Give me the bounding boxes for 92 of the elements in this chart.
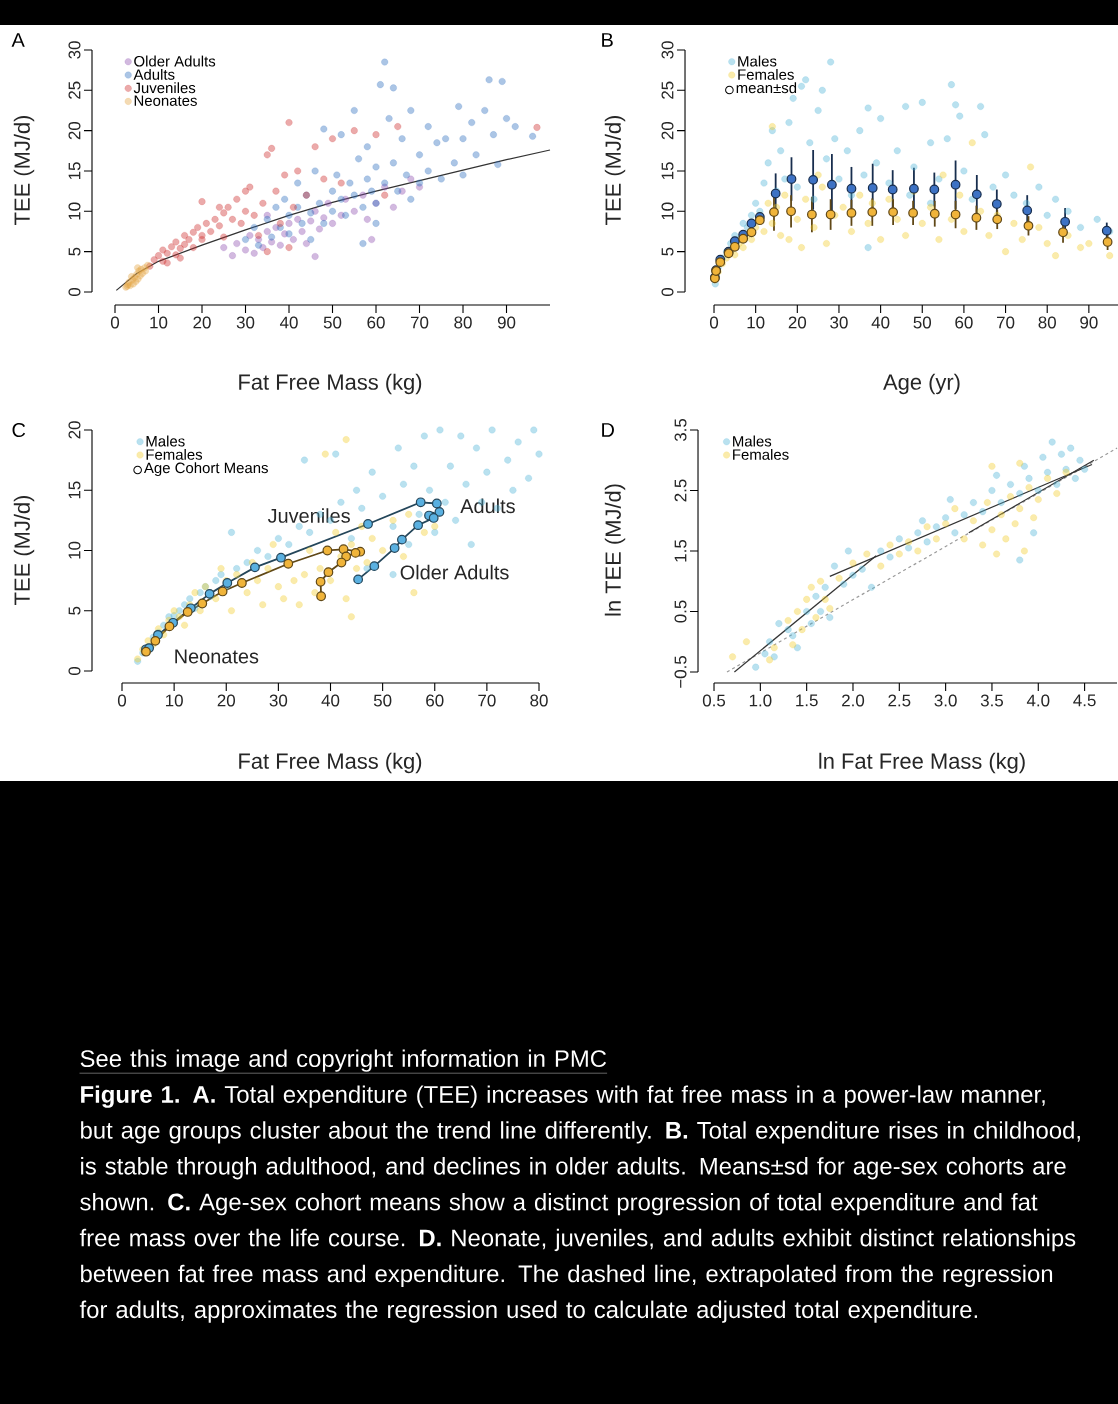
x-tick-label: 40 — [871, 316, 890, 329]
annotation: Adults — [460, 498, 515, 514]
x-tick-label: 0 — [117, 694, 127, 707]
y-tick-label: 3.5 — [674, 418, 687, 442]
x-tick-label: 70 — [410, 316, 429, 329]
x-tick-label: 80 — [454, 316, 472, 329]
y-tick-label: 0 — [68, 287, 81, 297]
x-tick-label: 30 — [236, 316, 255, 329]
y-axis-title: TEE (MJ/d) — [13, 495, 35, 605]
x-tick-label: 60 — [367, 316, 385, 329]
x-tick-label: 50 — [323, 316, 342, 329]
y-tick-label: 15 — [68, 162, 81, 180]
x-tick-label: 40 — [321, 694, 340, 707]
y-tick-label: 5 — [68, 247, 81, 256]
text: Figure 1. A. Total expenditure (TEE) increases with fat free mass in a power-law manner, but age groups cluster about the trend line differently. B. Total expenditure rises in childhood, is stable through adulthood, and declines in older adults. Means±sd for age-sex cohorts are shown. C. Age-sex cohort means show a distinct progression of total expenditure and fat free mass over the life course. D. Neonate, juveniles, and adults exhibit distinct relationships between fat free mass and expenditure. The dashed line, extrapolated from the regression for adults, approximates the regression used to calculate adjusted total expenditure. — [79, 1085, 1080, 1323]
y-axis-title: TEE (MJ/d) — [604, 115, 626, 225]
y-tick-label: 15 — [68, 481, 81, 499]
y-tick-label: 20 — [68, 121, 81, 140]
legend-label: Adults — [133, 68, 175, 80]
annotation: Age Cohort Means — [143, 462, 268, 477]
y-tick-label: 0.5 — [674, 600, 687, 623]
legend-label: Males — [738, 55, 777, 67]
x-axis-title: Fat Free Mass (kg) — [239, 752, 422, 774]
y-tick-label: 30 — [68, 41, 81, 59]
legend-label: Males — [733, 435, 772, 447]
x-tick-label: 10 — [150, 316, 168, 329]
x-tick-label: 10 — [166, 694, 183, 707]
x-tick-label: 20 — [217, 694, 236, 707]
legend-label: Females — [733, 448, 789, 460]
x-tick-label: 30 — [830, 316, 848, 329]
chart-title: B — [602, 33, 613, 47]
y-tick-label: 30 — [661, 41, 674, 59]
x-tick-label: 80 — [1038, 316, 1056, 329]
x-axis-title: Fat Free Mass (kg) — [239, 373, 422, 395]
x-tick-label: 1.5 — [796, 694, 818, 707]
y-tick-label: 0 — [68, 666, 81, 676]
x-tick-label: 40 — [279, 316, 298, 329]
annotation: mean±sd — [736, 82, 797, 94]
x-tick-label: 20 — [788, 316, 807, 329]
x-tick-label: 4.0 — [1026, 694, 1050, 707]
x-tick-label: 60 — [426, 694, 444, 707]
y-tick-label: 10 — [661, 202, 674, 220]
annotation: Older Adults — [400, 564, 509, 580]
y-tick-label: 25 — [661, 81, 674, 99]
y-tick-label: 10 — [68, 202, 81, 220]
x-tick-label: 0.5 — [702, 694, 726, 707]
x-tick-label: 20 — [193, 316, 211, 329]
y-tick-label: 20 — [661, 121, 674, 140]
chart-title: C — [12, 422, 26, 438]
x-tick-label: 2.5 — [888, 694, 911, 707]
x-tick-label: 30 — [269, 694, 288, 707]
x-tick-label: 50 — [913, 316, 932, 329]
x-tick-label: 60 — [955, 316, 973, 329]
legend-label: Females — [738, 68, 794, 80]
y-axis-title: ln TEE (MJ/d) — [604, 484, 626, 616]
x-tick-label: 3.0 — [934, 694, 957, 707]
y-tick-label: 10 — [68, 541, 81, 559]
y-tick-label: 0 — [661, 287, 674, 297]
x-tick-label: 90 — [497, 316, 516, 329]
annotation: Juveniles — [267, 508, 350, 523]
y-tick-label: 5 — [68, 606, 81, 615]
chart-title: D — [602, 423, 614, 437]
legend-label: Juveniles — [133, 82, 196, 94]
x-tick-label: 10 — [747, 316, 765, 329]
x-tick-label: 1.0 — [749, 694, 772, 707]
y-tick-label: 2.5 — [674, 479, 687, 502]
x-tick-label: 80 — [530, 694, 548, 707]
x-tick-label: 0 — [110, 316, 120, 329]
legend-label: Neonates — [134, 95, 197, 106]
x-tick-label: 70 — [997, 316, 1015, 329]
y-tick-label: 15 — [661, 162, 674, 180]
x-tick-label: 50 — [373, 694, 392, 707]
text: See this image and copyright information in PMC — [80, 1049, 607, 1072]
y-tick-label: 20 — [68, 421, 81, 439]
x-axis-title: ln Fat Free Mass (kg) — [819, 752, 1025, 774]
x-tick-label: 3.5 — [980, 694, 1004, 707]
x-tick-label: 90 — [1080, 316, 1098, 329]
x-tick-label: 2.0 — [842, 694, 865, 707]
y-tick-label: 5 — [661, 247, 674, 256]
y-axis-title: TEE (MJ/d) — [13, 115, 35, 225]
y-tick-label: 1.5 — [674, 539, 687, 562]
x-tick-label: 70 — [478, 694, 496, 707]
legend-label: Older Adults — [134, 55, 216, 67]
x-tick-label: 0 — [709, 316, 719, 329]
legend-label: Males — [146, 435, 185, 447]
x-axis-title: Age (yr) — [883, 373, 960, 395]
annotation: Neonates — [175, 649, 259, 664]
y-tick-label: 25 — [68, 81, 81, 99]
x-tick-label: 4.5 — [1073, 694, 1096, 707]
legend-label: Females — [146, 448, 203, 460]
chart-title: A — [11, 33, 25, 47]
y-tick-label: −0.5 — [674, 655, 687, 688]
